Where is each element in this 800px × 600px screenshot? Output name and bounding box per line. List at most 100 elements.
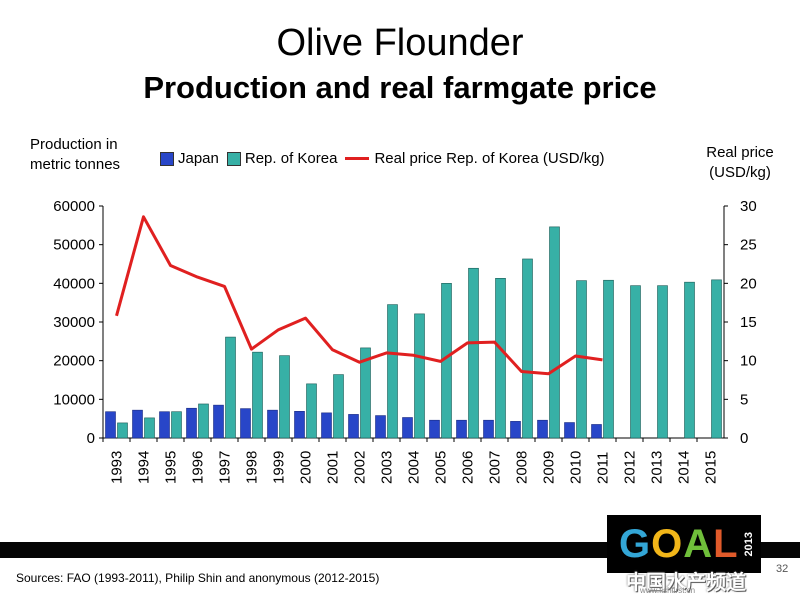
bar-japan xyxy=(564,422,575,439)
bar-korea xyxy=(657,285,668,439)
bar-korea xyxy=(495,278,506,439)
bar-japan xyxy=(294,411,305,439)
goal-logo: GOAL 2013 xyxy=(607,515,761,573)
y-tick-label: 50000 xyxy=(53,237,95,254)
x-tick-label: 1996 xyxy=(190,451,207,484)
watermark-url: www.fishfirst.cn xyxy=(640,586,696,595)
logo-text: GOAL xyxy=(619,521,739,566)
source-note: Sources: FAO (1993-2011), Philip Shin an… xyxy=(16,571,380,585)
bar-korea xyxy=(684,281,695,439)
legend-swatch-korea xyxy=(226,151,241,166)
bar-korea xyxy=(306,383,317,439)
y-tick-label: 0 xyxy=(87,430,95,447)
bar-japan xyxy=(186,407,197,439)
legend-line-price xyxy=(345,157,370,160)
y2-tick-label: 25 xyxy=(740,237,757,254)
bar-japan xyxy=(240,408,251,439)
bar-japan xyxy=(132,409,143,439)
bar-korea xyxy=(171,411,182,439)
legend-swatch-japan xyxy=(160,151,174,166)
y2-tick-label: 20 xyxy=(740,275,757,292)
bar-japan xyxy=(321,412,332,439)
y2-tick-label: 15 xyxy=(740,314,757,331)
bar-japan xyxy=(213,404,224,439)
y2-tick-label: 30 xyxy=(740,198,757,215)
bar-korea xyxy=(387,304,398,439)
bar-japan xyxy=(105,411,116,439)
x-tick-label: 2000 xyxy=(298,451,315,484)
y2-tick-label: 0 xyxy=(740,430,748,447)
bar-japan xyxy=(375,415,386,439)
x-tick-label: 2013 xyxy=(649,451,666,484)
legend-item-price: Real price Rep. of Korea (USD/kg) xyxy=(345,150,605,167)
x-tick-label: 1994 xyxy=(136,451,153,484)
bar-korea xyxy=(144,417,155,439)
bar-korea xyxy=(414,313,425,439)
x-tick-label: 1997 xyxy=(217,451,234,484)
chart-legend: Japan Rep. of Korea Real price Rep. of K… xyxy=(160,150,613,167)
y-tick-label: 20000 xyxy=(53,353,95,370)
x-tick-label: 2012 xyxy=(622,451,639,484)
bar-japan xyxy=(591,424,602,439)
watermark: 中国水产频道 xyxy=(626,572,746,594)
x-tick-label: 1995 xyxy=(163,451,180,484)
logo-year: 2013 xyxy=(742,531,755,557)
bar-korea xyxy=(225,336,236,439)
bar-korea xyxy=(630,285,641,439)
bar-korea xyxy=(252,351,263,439)
bar-japan xyxy=(483,419,494,439)
y-tick-label: 60000 xyxy=(53,198,95,215)
bar-japan xyxy=(348,414,359,439)
x-tick-label: 1999 xyxy=(271,451,288,484)
x-tick-label: 1993 xyxy=(109,451,126,484)
x-tick-label: 2014 xyxy=(676,451,693,484)
bar-japan xyxy=(429,419,440,439)
bar-korea xyxy=(117,422,128,439)
x-tick-label: 2009 xyxy=(541,451,558,484)
bar-korea xyxy=(333,374,344,439)
bar-korea xyxy=(279,355,290,439)
x-tick-label: 2007 xyxy=(487,451,504,484)
legend-item-korea: Rep. of Korea xyxy=(226,150,338,167)
bar-japan xyxy=(510,421,521,439)
legend-label-korea: Rep. of Korea xyxy=(244,150,338,167)
x-tick-label: 2006 xyxy=(460,451,477,484)
bar-japan xyxy=(159,411,170,439)
bar-korea xyxy=(360,347,371,439)
x-tick-label: 2001 xyxy=(325,451,342,484)
legend-label-price: Real price Rep. of Korea (USD/kg) xyxy=(374,150,605,167)
x-tick-label: 2008 xyxy=(514,451,531,484)
x-tick-label: 1998 xyxy=(244,451,261,484)
x-tick-label: 2005 xyxy=(433,451,450,484)
bar-korea xyxy=(603,279,614,439)
x-tick-label: 2010 xyxy=(568,451,585,484)
bar-korea xyxy=(522,258,533,439)
y2-tick-label: 5 xyxy=(740,391,748,408)
x-tick-label: 2004 xyxy=(406,451,423,484)
chart-subtitle: Production and real farmgate price xyxy=(143,70,657,105)
x-tick-label: 2003 xyxy=(379,451,396,484)
x-tick-label: 2011 xyxy=(595,452,612,484)
bar-korea xyxy=(576,280,587,439)
x-tick-label: 2002 xyxy=(352,451,369,484)
y-axis-right-label: Real price (USD/kg) xyxy=(706,144,774,181)
y-tick-label: 30000 xyxy=(53,314,95,331)
legend-item-japan: Japan xyxy=(160,150,219,167)
line-price-korea xyxy=(115,215,603,376)
page-number: 32 xyxy=(776,563,789,575)
bar-japan xyxy=(456,419,467,439)
footer-bar xyxy=(0,542,800,558)
bar-japan xyxy=(402,417,413,439)
y2-tick-label: 10 xyxy=(740,353,757,370)
bar-korea xyxy=(198,403,209,439)
y-axis-left-label: Production in metric tonnes xyxy=(30,136,121,173)
bar-korea xyxy=(549,226,560,439)
bar-japan xyxy=(537,419,548,439)
bar-korea xyxy=(468,267,479,439)
bar-japan xyxy=(267,409,278,439)
legend-label-japan: Japan xyxy=(178,150,219,167)
bar-korea xyxy=(711,279,722,439)
chart-title: Olive Flounder xyxy=(276,22,524,64)
y-tick-label: 40000 xyxy=(53,275,95,292)
